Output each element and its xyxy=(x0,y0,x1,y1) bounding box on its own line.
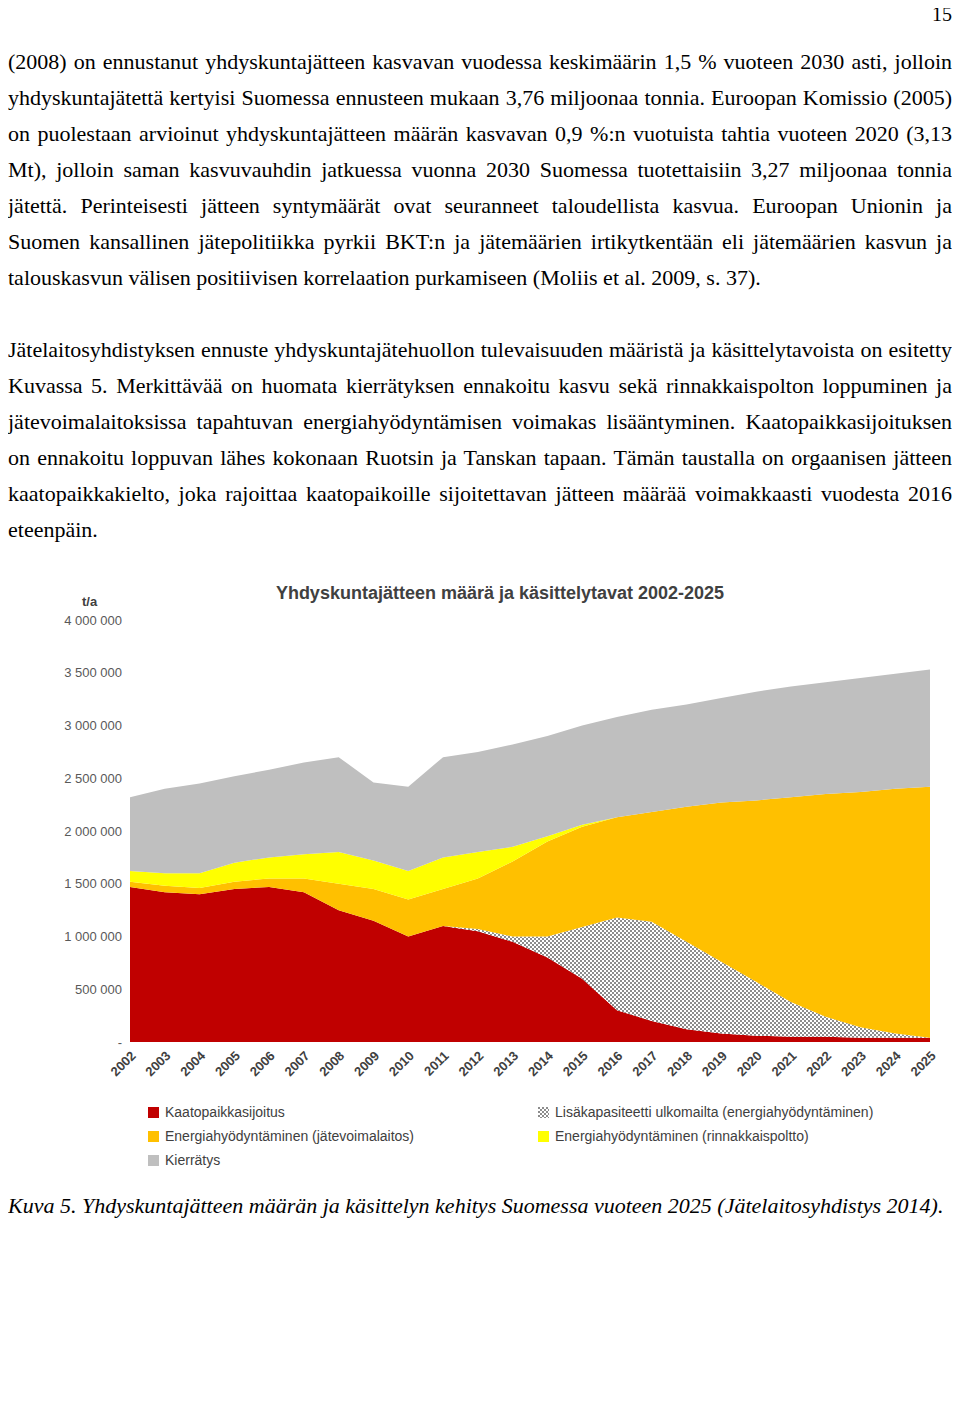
svg-text:2018: 2018 xyxy=(664,1048,695,1079)
html-text:Energiahyödyntäminen (rinnakka: Energiahyödyntäminen (rinnakkaispoltto) xyxy=(555,1128,809,1144)
svg-text:2010: 2010 xyxy=(386,1048,417,1079)
svg-text:4 000 000: 4 000 000 xyxy=(64,613,122,628)
svg-text:3 500 000: 3 500 000 xyxy=(64,665,122,680)
html-text:Kierrätys: Kierrätys xyxy=(165,1152,221,1168)
svg-text:2024: 2024 xyxy=(873,1047,905,1079)
svg-text:2025: 2025 xyxy=(908,1048,939,1079)
svg-text:2002: 2002 xyxy=(108,1048,139,1079)
svg-text:2008: 2008 xyxy=(316,1048,347,1079)
svg-text:2020: 2020 xyxy=(734,1048,765,1079)
svg-text:1 000 000: 1 000 000 xyxy=(64,929,122,944)
html-text:Jätelaitosyhdistyksen ennuste: Jätelaitosyhdistyksen ennuste yhdyskunta… xyxy=(8,337,952,542)
svg-text:2015: 2015 xyxy=(560,1048,591,1079)
html-text:Yhdyskuntajätteen määrä ja käs: Yhdyskuntajätteen määrä ja käsittelytava… xyxy=(275,583,725,603)
svg-text:2014: 2014 xyxy=(525,1047,557,1079)
svg-text:2005: 2005 xyxy=(212,1048,243,1079)
html-text:t/a: t/a xyxy=(82,594,98,609)
svg-text:2 000 000: 2 000 000 xyxy=(64,824,122,839)
svg-text:500 000: 500 000 xyxy=(75,982,122,997)
svg-text:2011: 2011 xyxy=(421,1048,452,1079)
svg-text:2023: 2023 xyxy=(838,1048,869,1079)
svg-text:2013: 2013 xyxy=(490,1048,521,1079)
svg-text:2021: 2021 xyxy=(768,1048,799,1079)
svg-text:2016: 2016 xyxy=(595,1048,626,1079)
svg-text:-: - xyxy=(118,1035,122,1050)
svg-text:3 000 000: 3 000 000 xyxy=(64,718,122,733)
svg-text:2012: 2012 xyxy=(455,1048,486,1079)
svg-text:2022: 2022 xyxy=(803,1048,834,1079)
svg-text:2009: 2009 xyxy=(351,1048,382,1079)
svg-text:1 500 000: 1 500 000 xyxy=(64,876,122,891)
svg-text:2017: 2017 xyxy=(629,1048,660,1079)
html-text:Kaatopaikkasijoitus: Kaatopaikkasijoitus xyxy=(165,1104,285,1120)
svg-text:2007: 2007 xyxy=(282,1048,313,1079)
html-text:Lisäkapasiteetti ulkomailta (e: Lisäkapasiteetti ulkomailta (energiahyöd… xyxy=(555,1104,874,1120)
svg-text:2 500 000: 2 500 000 xyxy=(64,771,122,786)
svg-text:2003: 2003 xyxy=(142,1048,173,1079)
html-text:Kuva 5. Yhdyskuntajätteen määr: Kuva 5. Yhdyskuntajätteen määrän ja käsi… xyxy=(8,1193,944,1218)
svg-text:2019: 2019 xyxy=(699,1048,730,1079)
html-text:Energiahyödyntäminen (jätevoim: Energiahyödyntäminen (jätevoimalaitos) xyxy=(165,1128,414,1144)
html-text:(2008) on ennustanut yhdyskunt: (2008) on ennustanut yhdyskuntajätteen k… xyxy=(8,49,952,290)
svg-text:2006: 2006 xyxy=(247,1048,278,1079)
html-text:15: 15 xyxy=(932,3,952,25)
svg-text:2004: 2004 xyxy=(177,1047,209,1079)
